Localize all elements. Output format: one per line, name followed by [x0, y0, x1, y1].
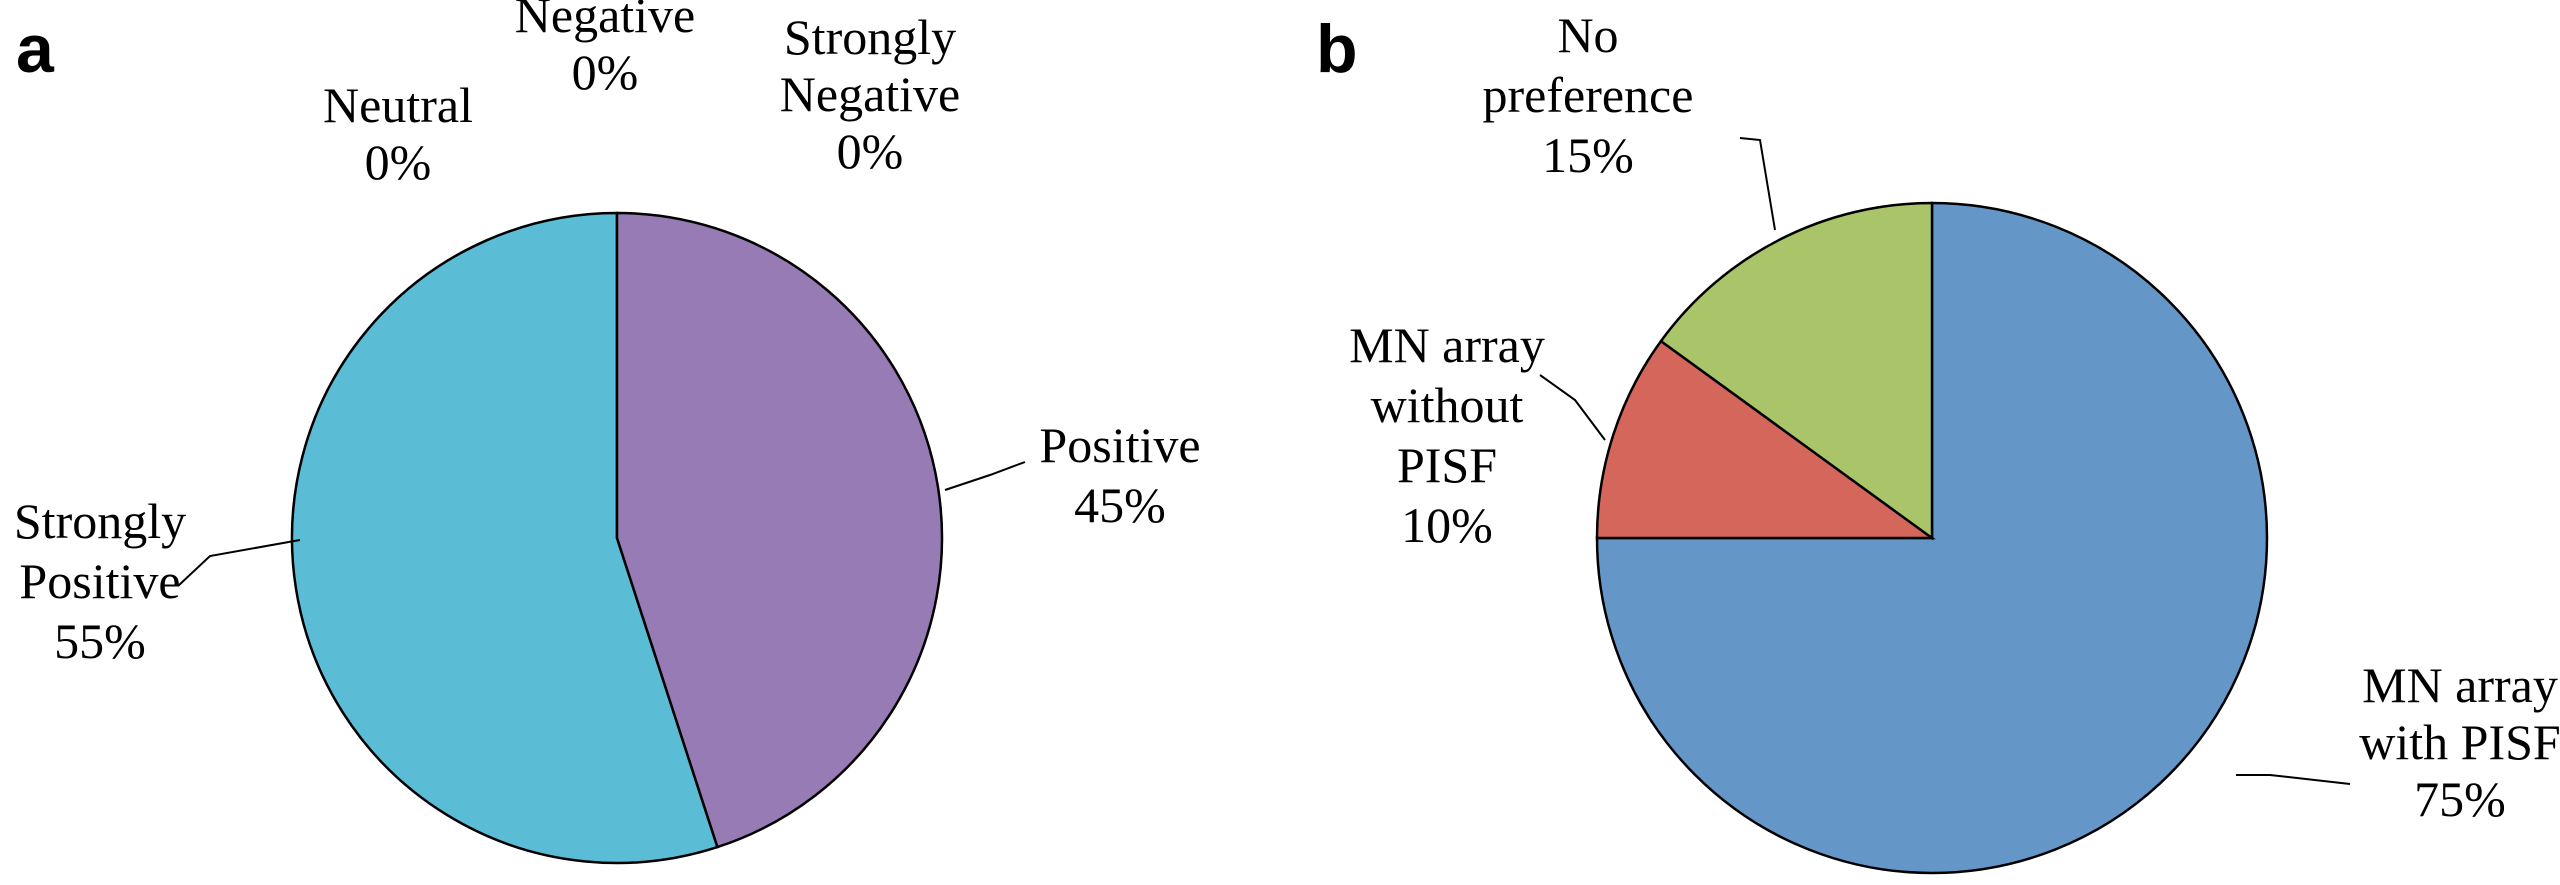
slice-percent-strongly-positive: 55% [54, 613, 146, 669]
slice-label-line-mn-array-without-pisf: PISF [1397, 437, 1497, 493]
slice-label-line-no-preference: preference [1483, 67, 1694, 123]
leader-line-mn-array-with-pisf [2236, 774, 2351, 785]
slice-percent-positive: 45% [1074, 477, 1166, 533]
slice-label-strongly-negative: Strongly Negative 0% [780, 9, 960, 179]
slice-label-neutral: Neutral 0% [323, 77, 473, 190]
slice-label-line-strongly-positive: Positive [19, 553, 180, 609]
slice-percent-mn-array-without-pisf: 10% [1401, 497, 1493, 553]
slice-label-line-mn-array-without-pisf: MN array [1349, 317, 1545, 373]
slice-label-line-no-preference: No [1557, 7, 1618, 63]
leader-line-no-preference [1739, 137, 1776, 231]
pie-chart-a: Strongly Positive 55%Positive 45%Strongly Ne… [14, 0, 1201, 865]
slice-label-line-strongly-negative: Strongly [784, 9, 956, 65]
pie-chart-b: MN array with PISF 75%MN array without PISF 1… [1349, 7, 2560, 875]
slice-label-line-negative: Negative [515, 0, 695, 43]
pie-slice-mn-array-without-pisf [1595, 339, 1936, 540]
slice-percent-negative: 0% [572, 44, 639, 100]
slice-label-line-strongly-positive: Strongly [14, 493, 186, 549]
slice-label-mn-array-with-pisf: MN array with PISF 75% [2359, 657, 2560, 827]
slice-label-mn-array-without-pisf: MN array without PISF 10% [1349, 317, 1545, 553]
leader-line-positive [944, 461, 1026, 491]
slice-label-negative: Negative 0% [515, 0, 695, 100]
slice-label-line-positive: Positive [1039, 417, 1200, 473]
panel-a-letter: a [16, 11, 55, 87]
slice-percent-no-preference: 15% [1542, 127, 1634, 183]
slice-percent-neutral: 0% [365, 134, 432, 190]
leader-line-strongly-positive [177, 539, 301, 587]
slice-percent-mn-array-with-pisf: 75% [2414, 771, 2506, 827]
pie-slice-strongly-positive [290, 211, 720, 865]
slice-label-line-mn-array-with-pisf: MN array [2362, 657, 2558, 713]
slice-label-line-neutral: Neutral [323, 77, 473, 133]
slice-label-no-preference: No preference 15% [1483, 7, 1694, 183]
pie-slice-no-preference [1659, 201, 1934, 541]
pie-slice-positive [615, 211, 944, 849]
panel-b-letter: b [1316, 11, 1358, 87]
slice-label-line-mn-array-without-pisf: without [1371, 377, 1524, 433]
slice-label-line-strongly-negative: Negative [780, 66, 960, 122]
leader-line-mn-array-without-pisf [1539, 374, 1606, 441]
slice-label-line-mn-array-with-pisf: with PISF [2359, 714, 2560, 770]
slice-percent-strongly-negative: 0% [837, 123, 904, 179]
pie-slice-mn-array-with-pisf [1595, 201, 2269, 875]
slice-label-positive: Positive 45% [1039, 417, 1200, 533]
slice-label-strongly-positive: Strongly Positive 55% [14, 493, 186, 669]
